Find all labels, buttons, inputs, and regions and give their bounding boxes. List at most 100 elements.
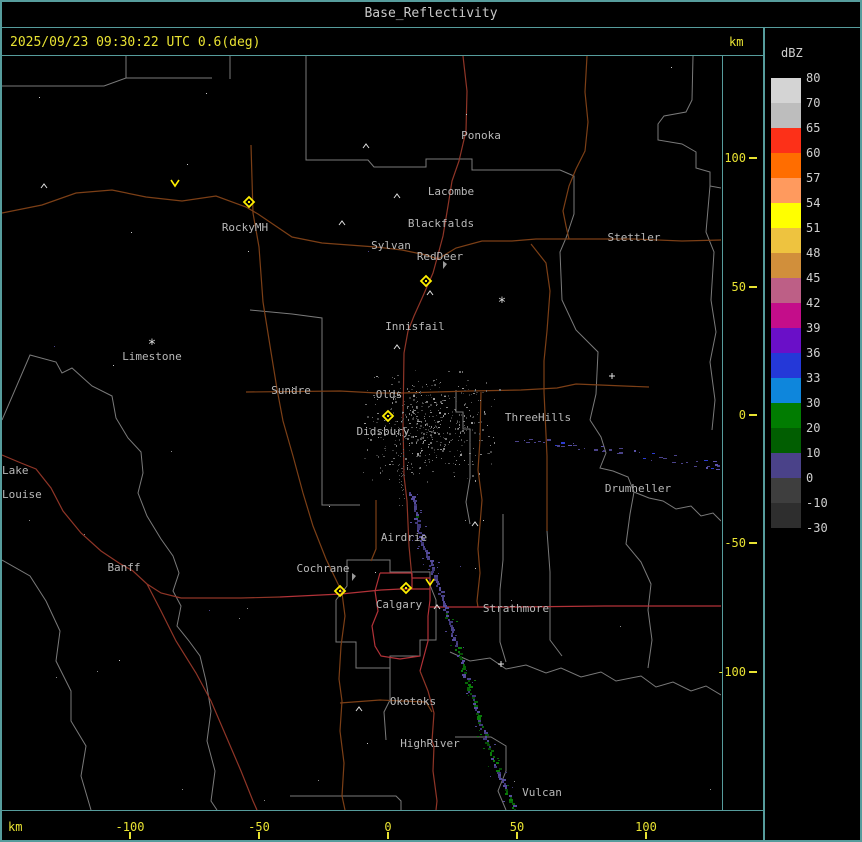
flag-marker-icon: [443, 261, 447, 269]
road: [245, 383, 650, 394]
radar-map-canvas: ** PonokaLacombeBlackfaldsSylvanRedDeerS…: [2, 56, 721, 810]
county-boundary: [559, 169, 599, 421]
y-axis-tick-label: -100: [717, 665, 746, 679]
radar-site-marker: [419, 274, 433, 288]
chevron-marker-icon: [170, 179, 180, 188]
colorbar-swatch: [771, 453, 801, 478]
highway-1-west: [279, 588, 412, 598]
colorbar-tick-label: 80: [806, 71, 821, 85]
road: [370, 500, 377, 562]
colorbar-swatch: [771, 503, 801, 528]
border-bottom: [0, 840, 862, 842]
echo-pixels: [363, 371, 495, 477]
city-label-reddeer: RedDeer: [417, 250, 464, 263]
colorbar-tick-label: 51: [806, 221, 821, 235]
caret-marker-icon: [40, 183, 48, 189]
radar-site-diamond-icon: [333, 584, 347, 598]
radar-site-center-dot: [405, 587, 407, 589]
plus-marker-icon: [609, 373, 615, 379]
border-top: [0, 0, 862, 2]
road: [530, 243, 551, 531]
colorbar-swatch: [771, 378, 801, 403]
city-boundary-calgary: [335, 559, 437, 669]
city-label-airdrie: Airdrie: [381, 531, 427, 544]
radar-site-marker: [242, 195, 256, 209]
colorbar-tick-label: 36: [806, 346, 821, 360]
caret-marker-icon: [426, 290, 434, 296]
radar-site-diamond-icon: [242, 195, 256, 209]
county-boundary: [2, 559, 92, 810]
infobar-separator: [0, 55, 764, 56]
colorbar-swatch: [771, 278, 801, 303]
city-labels: Ponoka Lacombe Blackfalds Sylvan RedDeer Stet…: [2, 129, 671, 799]
colorbar-swatch: [771, 253, 801, 278]
road: [276, 388, 346, 810]
colorbar-tick-label: 48: [806, 246, 821, 260]
county-boundary: [625, 491, 653, 669]
colorbar-swatch: [771, 103, 801, 128]
radar-site-center-dot: [339, 590, 341, 592]
city-label-limestone: Limestone: [122, 350, 182, 363]
colorbar-swatch: [771, 353, 801, 378]
x-axis-tick-label: 0: [384, 820, 392, 834]
radar-site-center-dot: [425, 280, 427, 282]
border-right: [860, 0, 862, 842]
city-label-lacombe: Lacombe: [428, 185, 474, 198]
map-border-right: [722, 55, 723, 811]
city-label-okotoks: Okotoks: [390, 695, 436, 708]
colorbar-tick-label: 70: [806, 96, 821, 110]
colorbar-swatch: [771, 128, 801, 153]
radar-site-diamond-icon: [399, 581, 413, 595]
colorbar-title: dBZ: [781, 46, 803, 60]
y-axis-tick: [749, 542, 757, 544]
x-axis-tick: [645, 832, 647, 839]
colorbar-swatch: [771, 178, 801, 203]
road: [562, 56, 589, 240]
x-axis-tick-label: 50: [509, 820, 525, 834]
reflectivity-echoes: [29, 67, 720, 810]
y-axis-tick-label: 0: [738, 408, 746, 422]
city-label-lake: Lake: [2, 464, 29, 477]
colorbar-swatch: [771, 478, 801, 503]
caret-marker-icon: [355, 706, 363, 712]
county-boundary: [290, 795, 402, 810]
border-left: [0, 0, 2, 842]
radar-site-center-dot: [248, 201, 250, 203]
colorbar-tick-label: 30: [806, 396, 821, 410]
map-markers: **: [40, 143, 615, 712]
radar-site-marker: [399, 581, 413, 595]
y-axis-tick: [749, 157, 757, 159]
county-boundary: [499, 514, 507, 663]
echo-pixels: [367, 377, 492, 483]
colorbar-swatch: [771, 203, 801, 228]
county-boundary: [305, 56, 560, 171]
calgary-ring-road: [371, 572, 430, 660]
colorbar-tick-label: 39: [806, 321, 821, 335]
x-axis-tick: [516, 832, 518, 839]
echo-pixels: [524, 440, 720, 470]
radar-site-center-dot: [387, 415, 389, 417]
x-axis-tick: [129, 832, 131, 839]
caret-marker-icon: [393, 344, 401, 350]
radar-site-diamond-icon: [419, 274, 433, 288]
county-boundary: [589, 419, 721, 522]
scan-timestamp: 2025/09/23 09:30:22 UTC 0.6(deg): [10, 35, 261, 50]
city-label-threehills: ThreeHills: [505, 411, 571, 424]
colorbar-tick-label: 20: [806, 421, 821, 435]
plus-marker-icon: [498, 661, 504, 667]
highway-banff: [2, 454, 281, 599]
colorbar-tick-label: 42: [806, 296, 821, 310]
county-boundaries: [2, 56, 721, 810]
titlebar-separator: [0, 27, 862, 28]
county-boundary: [383, 668, 391, 741]
x-axis-unit-label: km: [8, 820, 23, 834]
radar-site-diamond-icon: [381, 409, 395, 423]
city-label-olds: Olds: [376, 388, 403, 401]
highway-kananaskis: [146, 583, 258, 810]
colorbar-tick-label: 33: [806, 371, 821, 385]
map-border-bottom: [0, 810, 764, 811]
city-label-highriver: HighRiver: [400, 737, 460, 750]
colorbar-swatch: [771, 78, 801, 103]
y-axis-tick-label: 100: [724, 151, 746, 165]
